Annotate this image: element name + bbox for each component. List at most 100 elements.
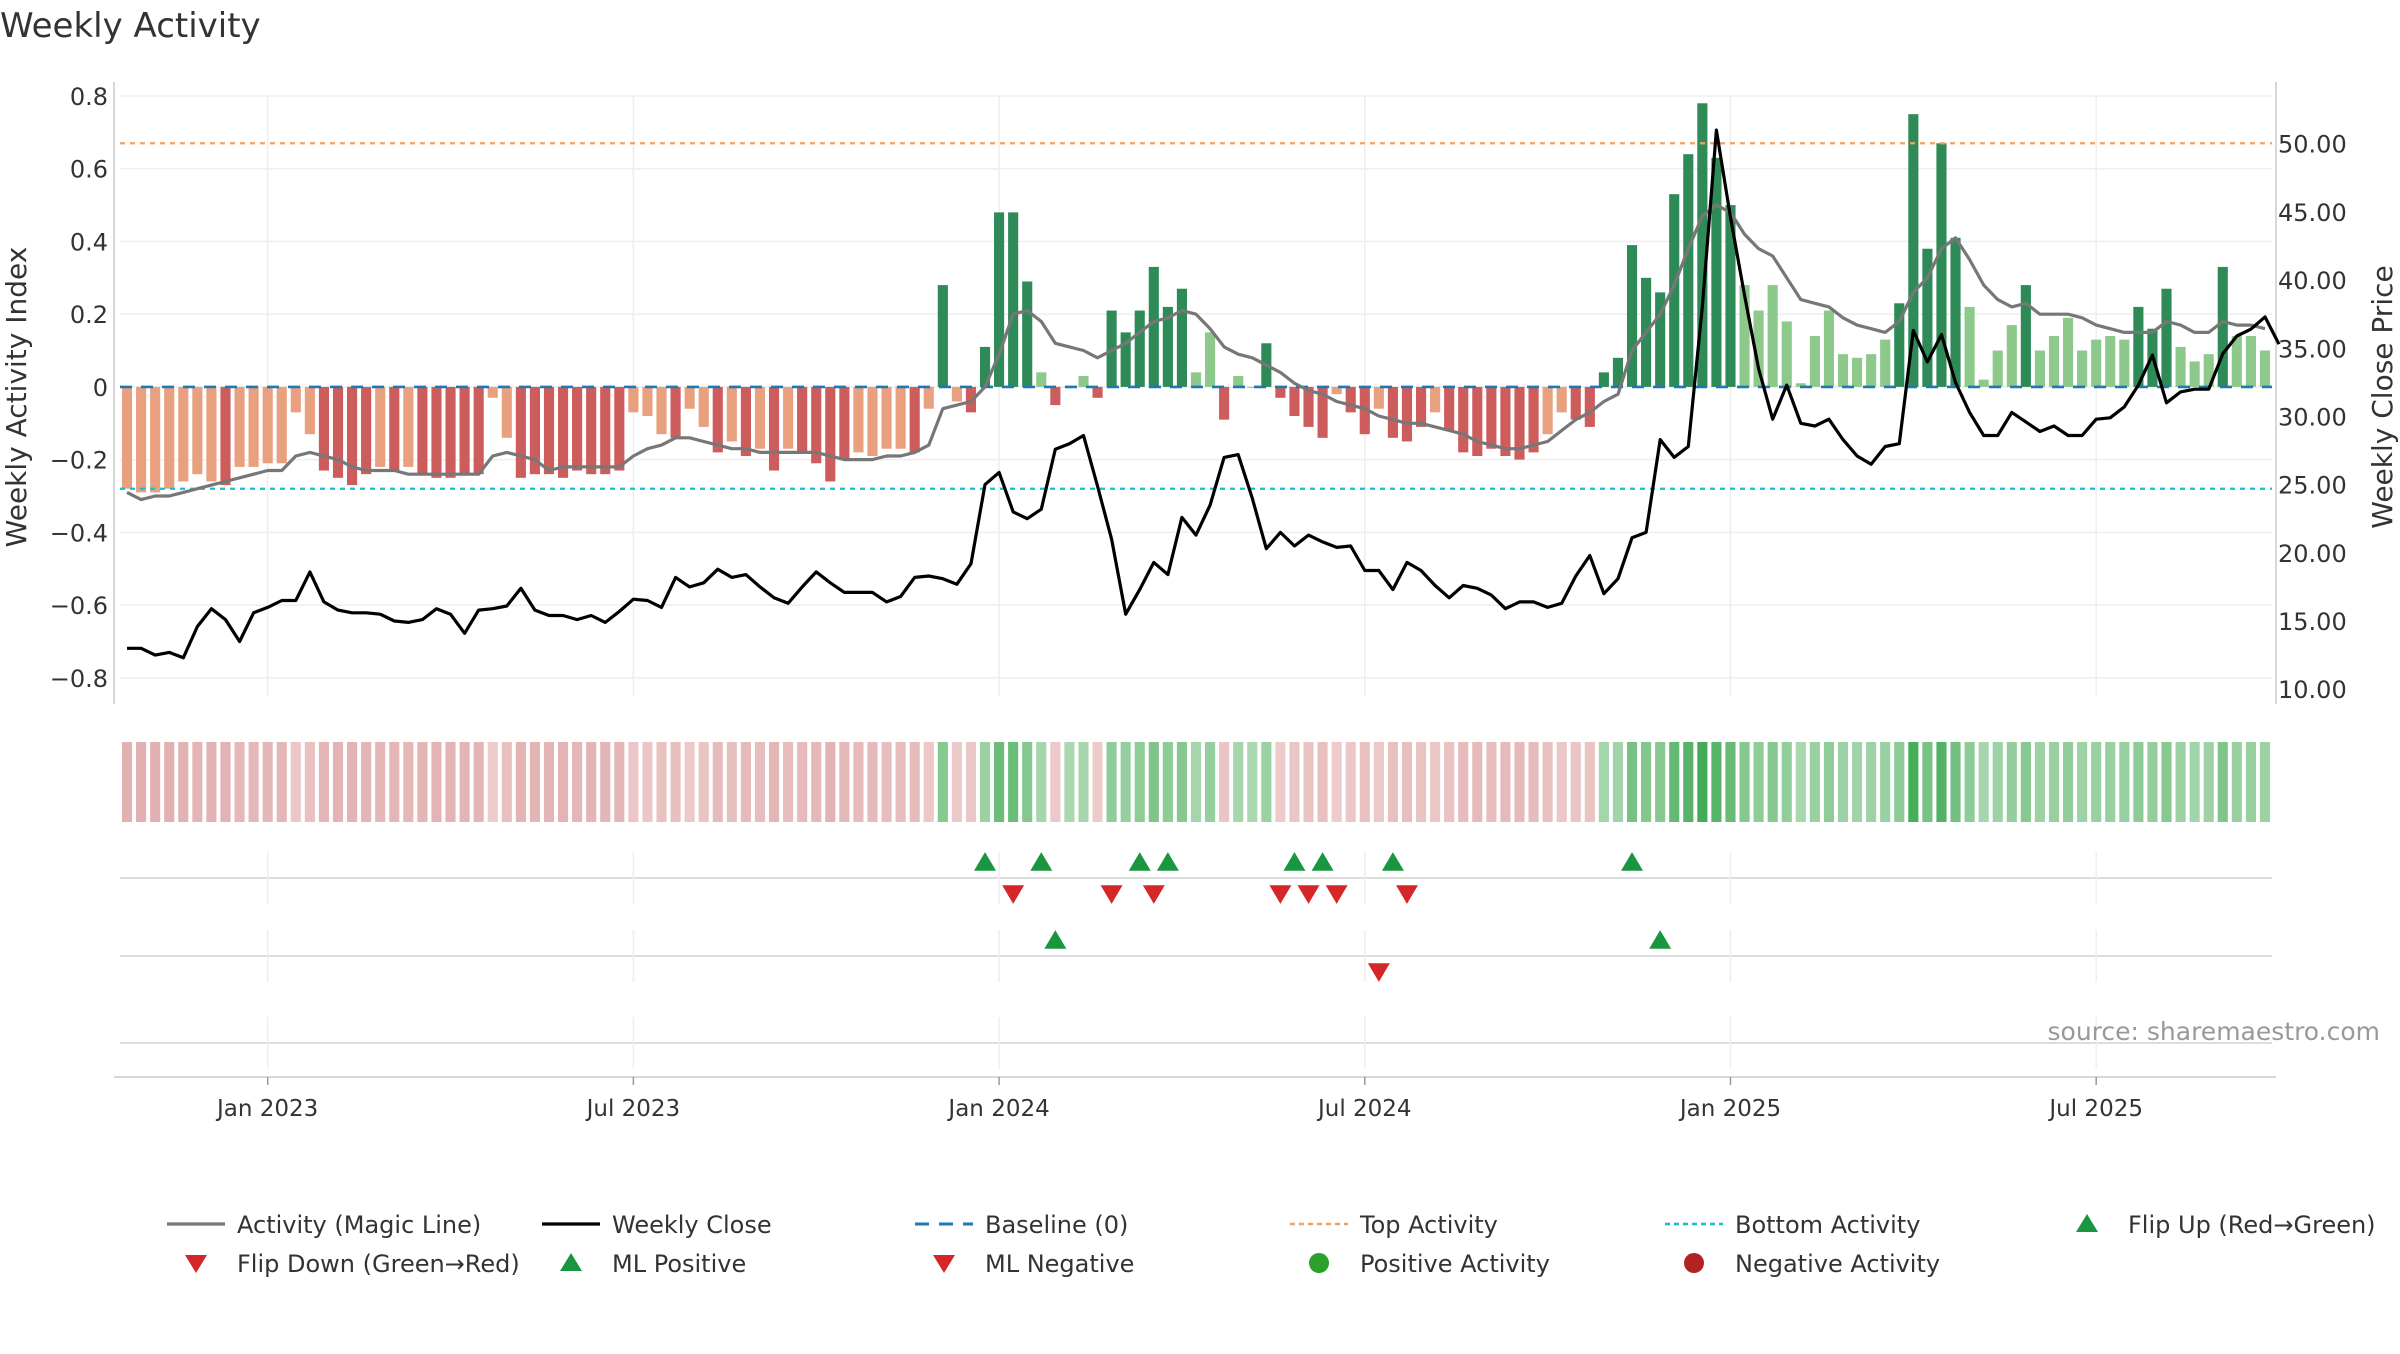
strip-cell [1922,742,1933,822]
x-tick-label: Jan 2025 [1678,1096,1781,1122]
activity-bar [712,386,723,453]
activity-bar [417,386,428,475]
activity-bar [2217,266,2228,387]
y-tick-left-label: −0.6 [50,592,108,620]
activity-bar [515,386,526,478]
activity-bar [403,386,414,467]
x-tick-label: Jul 2023 [585,1096,681,1122]
strip-cell [1612,742,1624,822]
legend-label: Weekly Close [612,1211,772,1239]
x-tick-label: Jul 2024 [1316,1096,1412,1122]
legend-label: Flip Down (Green→Red) [237,1250,520,1278]
activity-bar [2175,346,2186,387]
activity-bar [1317,386,1328,438]
y-tick-left-label: 0.2 [70,301,108,329]
flip-down-marker [1325,885,1348,904]
activity-bar [290,386,301,413]
strip-cell [1823,742,1835,822]
activity-bar [839,386,850,460]
strip-cell [501,742,512,822]
activity-bar [1415,386,1427,427]
strip-cell [768,742,780,822]
strip-cell [1401,742,1413,822]
y-tick-right-label: 35.00 [2278,335,2347,363]
legend-swatch-triangle-up [2076,1214,2098,1232]
activity-bar [1036,372,1047,387]
y-tick-right-label: 40.00 [2278,267,2347,295]
strip-cell [1978,742,1989,822]
strip-cell [811,742,822,822]
activity-bar [1303,386,1314,427]
y-tick-left-label: 0 [93,374,108,402]
strip-cell [951,742,962,822]
activity-bar [797,386,808,453]
activity-bar [1950,237,1961,387]
strip-cell [1894,742,1905,822]
strip-cell [1120,742,1131,822]
strip-cell [1205,742,1216,822]
strip-cell [1345,742,1356,822]
activity-bar [1148,266,1159,387]
strip-cell [1570,742,1581,822]
strip-cell [1964,742,1975,822]
strip-cell [1486,742,1497,822]
activity-bar [473,386,484,475]
strip-cell [332,742,344,822]
activity-bar [2105,336,2116,387]
y-tick-right-label: 45.00 [2278,199,2347,227]
strip-cell [276,742,287,822]
y-axis-left-label: Weekly Activity Index [0,247,33,548]
strip-cell [1528,742,1539,822]
activity-bar [825,386,836,482]
activity-bar [1078,376,1089,387]
activity-bar [698,386,709,427]
strip-cell [1683,742,1694,822]
strip-cell [150,742,161,822]
y-tick-left-label: 0.8 [70,83,108,111]
strip-cell [2119,742,2130,822]
activity-bar [1401,386,1413,442]
ml-positive-marker [1649,930,1672,949]
legend-label: Positive Activity [1360,1250,1550,1278]
activity-bar [234,386,245,467]
activity-bar [853,386,864,453]
strip-cell [1458,742,1469,822]
strip-cell [979,742,991,822]
activity-bar [656,386,667,435]
strip-cell [1725,742,1736,822]
strip-cell [121,742,133,822]
strip-cell [1247,742,1258,822]
strip-cell [698,742,709,822]
magic-line-series [126,203,2266,502]
activity-bar [628,386,639,413]
flip-up-marker [1030,852,1053,871]
activity-bar [586,386,597,475]
activity-bar [1205,332,1216,387]
activity-bar [557,386,569,478]
activity-bar [867,386,878,456]
legend-label: Flip Up (Red→Green) [2128,1211,2376,1239]
strip-cell [2077,742,2088,822]
activity-bar [811,386,822,464]
y-tick-left-label: 0.4 [70,228,108,256]
activity-bar [1275,386,1286,398]
strip-cell [586,742,597,822]
activity-bar [2133,306,2144,387]
strip-cell [1908,742,1919,822]
strip-cell [403,742,414,822]
activity-bar [375,386,386,467]
strip-cell [1008,742,1019,822]
strip-cell [1936,742,1947,822]
strip-cell [994,742,1005,822]
x-tick-label: Jul 2025 [2047,1096,2143,1122]
activity-bar [2020,285,2031,387]
activity-bar [1626,245,1638,387]
strip-cell [1866,742,1877,822]
activity-bar [1247,386,1258,388]
activity-bar [726,386,737,442]
strip-cell [248,742,259,822]
y-tick-left-label: −0.8 [50,665,108,693]
activity-bar [740,386,751,456]
strip-cell [881,742,892,822]
activity-bar [332,386,344,478]
